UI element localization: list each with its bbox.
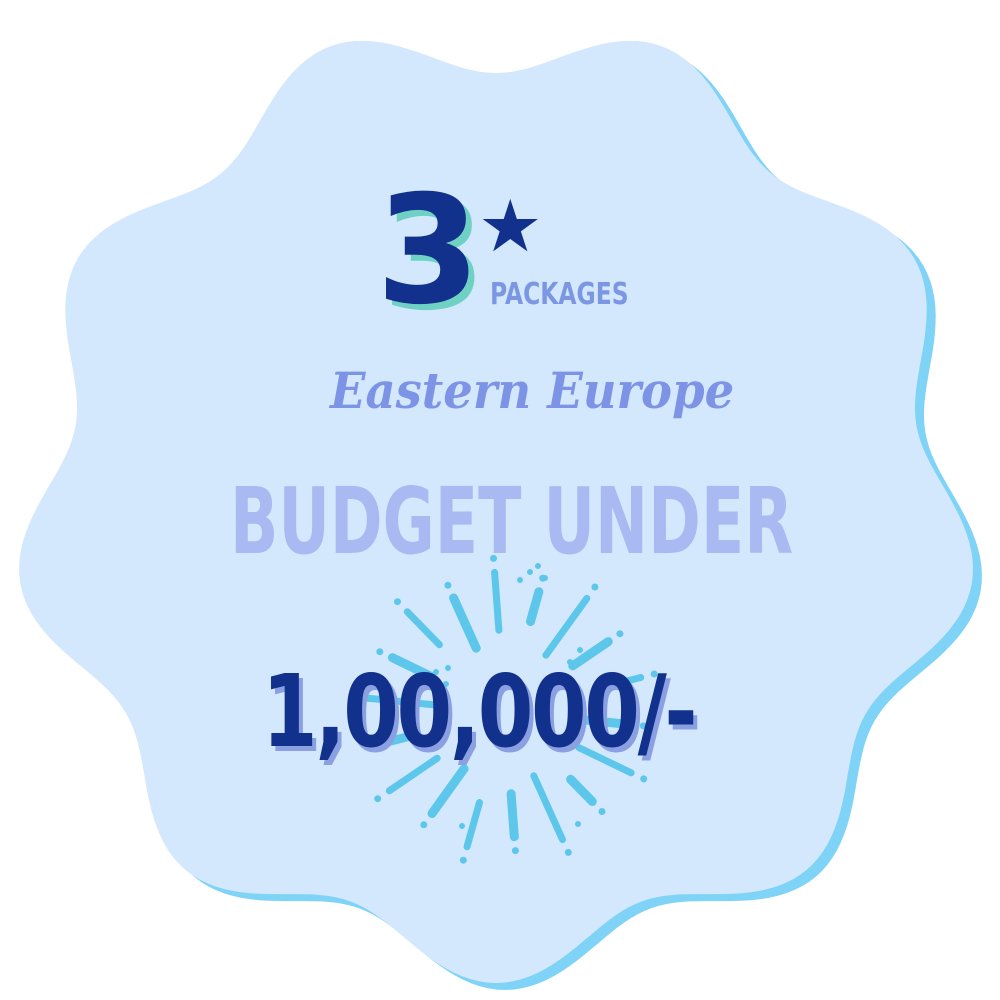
badge-face [19,40,973,983]
firework-ray [385,754,441,795]
firework-ray [566,774,597,806]
firework-spark [376,648,384,656]
firework-spark [640,775,648,783]
firework-ray [592,674,645,693]
firework-ray [379,730,419,748]
firework-spark [374,795,382,803]
budget-label: BUDGET UNDER [230,468,794,575]
firework-ray [362,694,439,709]
firework-spark [433,669,439,675]
region-title: Eastern Europe [330,361,735,420]
firework-spark [542,575,548,581]
firework-ray [463,799,483,851]
star-icon: ★ [478,184,543,268]
firework-ray [575,744,635,777]
firework-spark [490,554,497,562]
firework-ray [491,568,503,634]
firework-spark [366,742,374,750]
firework-spark [348,693,356,701]
firework-spark [650,670,658,678]
firework-ray [568,637,613,671]
firework-ray [449,593,481,653]
firework-spark [420,821,428,829]
firework-spark [511,847,519,855]
firework-ray [530,772,566,844]
firework-spark [639,722,647,730]
budget-amount: 1,00,000/- [262,653,698,770]
firework-spark [598,808,606,815]
firework-spark [517,577,523,583]
packages-label: PACKAGES [490,277,629,312]
firework-spark [445,665,451,671]
firework-ray [526,587,544,626]
star-rating-number: 3 [376,164,480,338]
firework-ray [570,714,634,729]
firework-spark [575,821,581,827]
firework-spark [535,563,541,569]
firework-ray [542,594,591,659]
firework-spark [394,598,401,606]
firework-spark [443,681,449,687]
fireworks-icon [348,554,658,864]
firework-ray [403,608,443,649]
firework-spark [459,823,465,829]
firework-spark [444,581,452,589]
firework-spark [616,630,624,638]
firework-spark [577,647,583,653]
firework-spark [591,583,599,591]
firework-spark [567,659,573,665]
firework-ray [427,764,469,818]
firework-spark [527,569,533,575]
firework-spark [564,848,572,856]
firework-spark [459,856,467,864]
firework-ray [506,789,519,842]
firework-ray [387,653,436,681]
